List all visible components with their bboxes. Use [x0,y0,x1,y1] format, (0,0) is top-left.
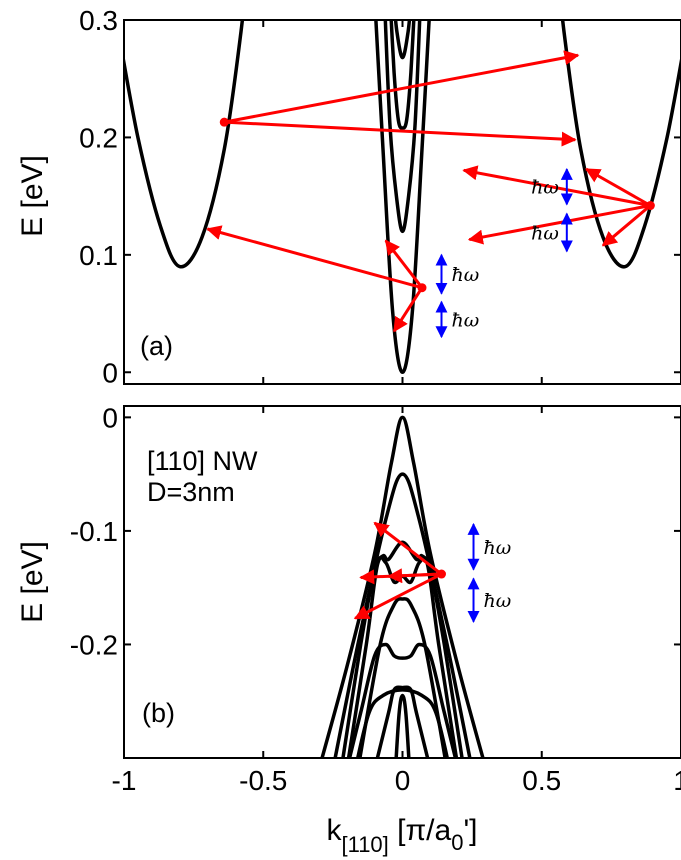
band-curve-b-2 [333,472,472,758]
panel-b: ħω ħω -1 -0.5 0 0.5 1 0 -0.1 -0.2 [110] NW D=3nm… [16,402,681,796]
transition-arrow-a-1 [223,50,580,124]
band-curve-a-5 [389,20,416,130]
band-curve-a-4 [383,20,422,234]
hbar-omega-label-a-3: ħω [531,177,559,199]
panel-a-ticks: 0 0.1 0.2 0.3 [79,5,681,388]
transition-origin-b-1 [436,569,446,579]
hbar-omega-label-a-2: ħω [451,309,479,331]
band-curve-b-9 [394,693,411,758]
transition-origin-a-3 [417,283,427,293]
transition-origin-a-1 [219,117,229,127]
y-tick-label-a-3: 0.2 [79,122,118,153]
panel-a-curves [124,0,681,375]
band-curve-a-3 [374,20,431,375]
transition-arrow-b-1 [373,521,443,576]
hbar-omega-label-a-1: ħω [451,264,479,286]
y-tick-label-b-2: -0.1 [70,516,118,547]
transition-arrow-a-9 [392,286,424,333]
y-tick-label-b-1: 0 [102,402,118,433]
x-axis-label-sub: [110] [341,832,388,857]
panel-b-ticks: -1 -0.5 0 0.5 1 0 -0.1 -0.2 [70,402,681,796]
band-curve-a-1 [124,20,245,269]
transition-arrow-a-5 [467,204,651,245]
x-axis-label: k[110] [π/a0'] [326,814,477,857]
transition-arrow-a-4 [585,167,652,207]
band-curve-b-7 [355,688,450,758]
x-tick-label-3: 0 [395,765,411,796]
y-tick-label-a-1: 0 [102,357,118,388]
hbar-omega-label-a-4: ħω [531,223,559,245]
y-tick-label-a-4: 0.3 [79,5,118,36]
panel-b-ylabel: E [eV] [16,541,49,623]
transition-arrow-a-8 [384,239,424,289]
band-curve-b-1 [320,415,485,758]
panel-a-hbar-omega: ħω ħω ħω ħω [435,167,573,339]
panel-b-hbar-omega: ħω ħω [467,522,512,623]
x-tick-label-5: 1 [673,765,681,796]
transition-arrow-b-4 [353,572,443,620]
panel-a-ylabel: E [eV] [16,155,49,237]
band-curve-b-5 [358,597,447,758]
panel-b-annotation-line-2: D=3nm [147,477,235,507]
band-curve-a-6 [393,20,412,60]
panel-a: ħω ħω ħω ħω 0 0.1 0.2 0.3 (a) E [eV] [16,0,681,388]
transition-arrow-a-2 [224,120,577,147]
panel-b-arrows [353,521,446,620]
band-curve-a-2 [560,20,681,269]
panel-a-frame [123,19,681,385]
x-tick-label-2: -0.5 [239,765,287,796]
transition-arrow-a-7 [206,225,423,290]
x-axis-label-sub0: 0 [451,830,463,855]
x-axis-label-k: k [326,814,342,847]
x-axis-label-unit-open: [π/a [389,814,452,847]
transition-origin-a-2 [645,201,655,211]
transition-arrow-a-3 [462,165,651,207]
band-curve-b-8 [375,685,430,758]
panel-b-annotation-line-1: [110] NW [147,446,258,476]
hbar-omega-label-b-1: ħω [484,537,512,559]
transition-arrow-b-3 [387,568,442,584]
x-tick-label-1: -1 [112,765,137,796]
panel-b-label: (b) [142,698,175,728]
x-tick-label-4: 0.5 [522,765,561,796]
transition-arrow-a-6 [601,204,652,247]
x-axis-label-unit-close: '] [463,814,477,847]
y-tick-label-b-3: -0.2 [70,629,118,660]
band-curve-b-6 [347,642,458,758]
y-tick-label-a-2: 0.1 [79,240,118,271]
panel-a-arrows [206,50,655,333]
hbar-omega-label-b-2: ħω [484,590,512,612]
panel-a-label: (a) [140,331,173,361]
band-curve-a-7 [397,0,408,14]
